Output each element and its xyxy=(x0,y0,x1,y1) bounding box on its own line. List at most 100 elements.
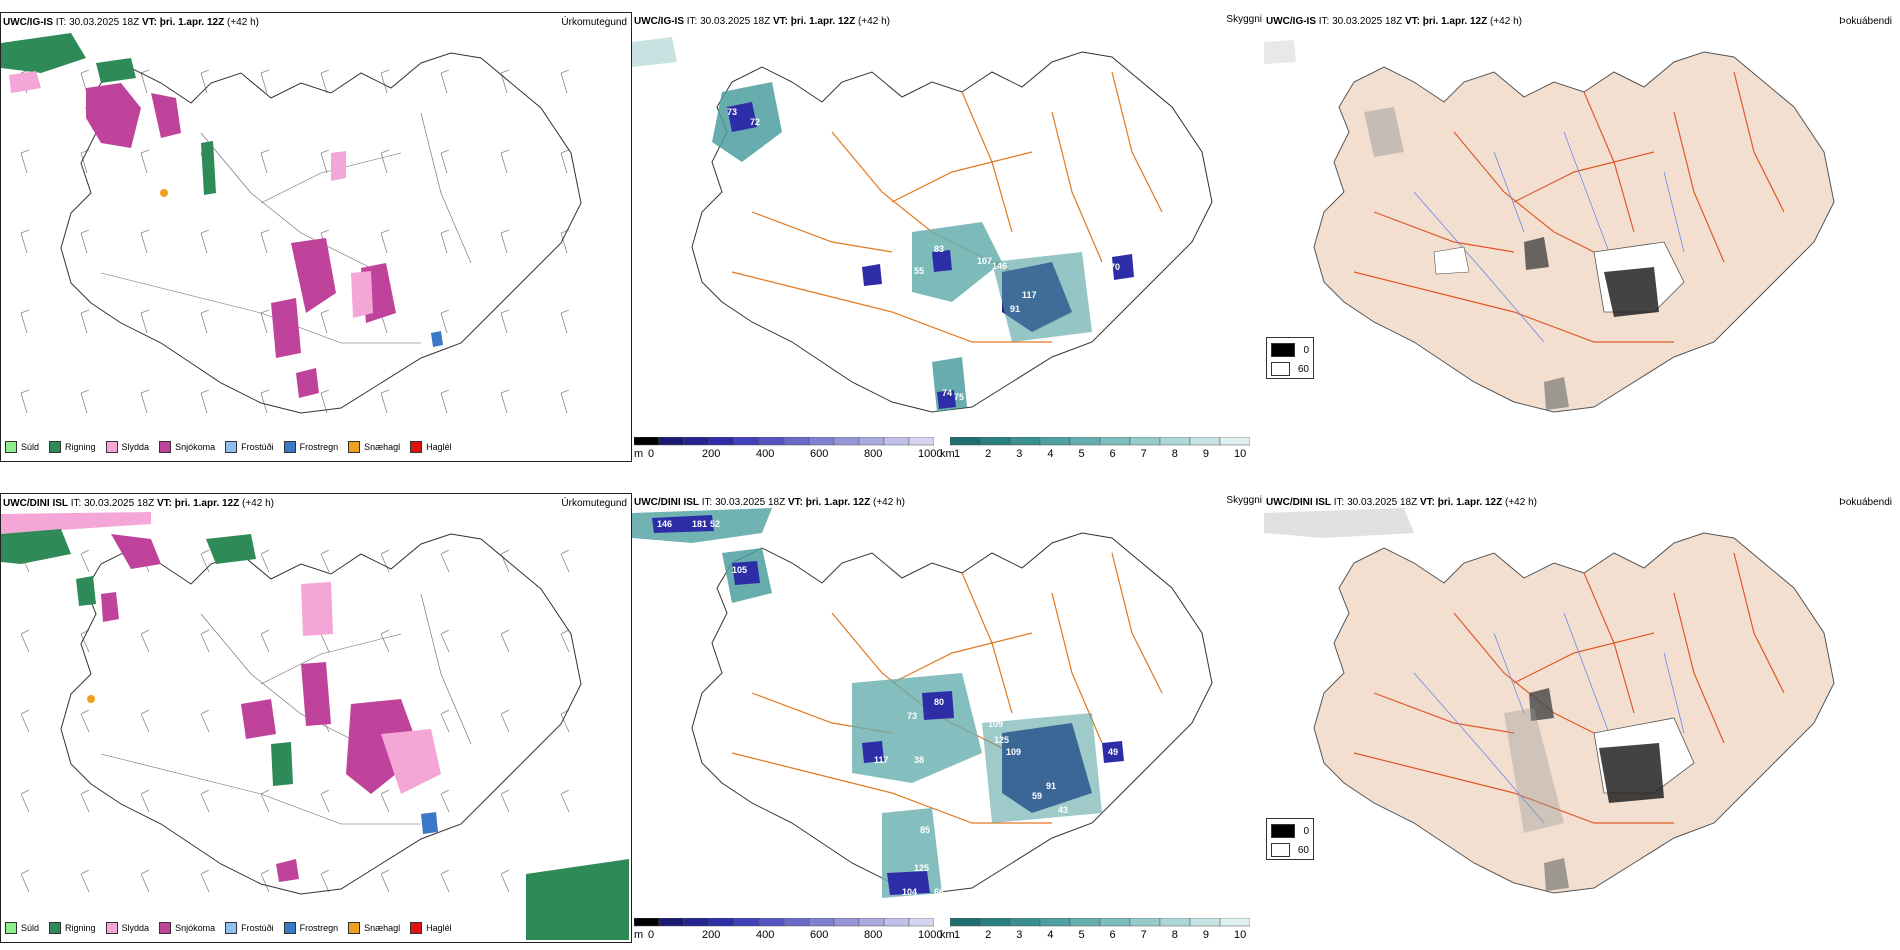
legend-swatch xyxy=(49,441,62,453)
legend-swatch xyxy=(5,441,17,453)
fog-scale: 0 60 xyxy=(1266,818,1314,860)
panel-title: Úrkomutegund xyxy=(561,498,627,509)
colorbar-tick: 4 xyxy=(1047,448,1054,460)
colorbar-cell xyxy=(733,918,760,927)
colorbar-tick: 6 xyxy=(1109,448,1116,460)
visibility-value-label: 146 xyxy=(992,261,1007,271)
panel-header: UWC/IG-IS IT: 30.03.2025 18Z VT: þri. 1.… xyxy=(634,16,890,27)
colorbar-cell xyxy=(1069,918,1101,927)
colorbar-cell xyxy=(733,437,760,446)
legend-label: Frostúði xyxy=(241,442,274,452)
legend-item: Súld xyxy=(5,441,39,453)
colorbar-cell xyxy=(1069,437,1101,446)
colorbar-tick: 1 xyxy=(954,929,961,941)
colorbar-tick: 0 xyxy=(648,448,655,460)
colorbar-tick: 6 xyxy=(1109,929,1116,941)
colorbar-tick: 10 xyxy=(1234,929,1247,941)
visibility-value-label: 91 xyxy=(1046,781,1056,791)
legend-item: Rigning xyxy=(49,922,96,934)
visibility-value-label: 146 xyxy=(657,519,672,529)
colorbar-tick: 400 xyxy=(756,448,775,460)
colorbar-cell xyxy=(950,437,981,446)
visibility-value-label: 80 xyxy=(934,697,944,707)
legend-label: Frostúði xyxy=(241,923,274,933)
fog-scale-swatch xyxy=(1271,843,1290,857)
colorbar-cell xyxy=(634,437,660,446)
legend-swatch xyxy=(410,922,423,934)
legend-swatch xyxy=(225,441,238,453)
visibility-value-label: 104 xyxy=(902,887,917,897)
visibility-value-label: 83 xyxy=(934,244,944,254)
fog-scale-label: 0 xyxy=(1303,825,1309,837)
legend-item: Snjókoma xyxy=(159,441,215,453)
colorbar-unit: m xyxy=(634,448,644,460)
colorbar-tick: 600 xyxy=(810,448,829,460)
visibility-value-label: 22 xyxy=(982,174,992,184)
panel-header: UWC/DINI ISL IT: 30.03.2025 18Z VT: þri.… xyxy=(634,497,905,508)
visibility-colorbar-ticks: km 1 2 3 4 5 6 7 8 9 10 xyxy=(940,448,1250,462)
colorbar-tick: 8 xyxy=(1171,929,1178,941)
colorbar-cell xyxy=(1159,918,1191,927)
visibility-value-label: 105 xyxy=(732,565,747,575)
colorbar-tick: 2 xyxy=(985,448,992,460)
fog-scale-item: 60 xyxy=(1271,843,1309,857)
iceland-land xyxy=(1313,51,1835,413)
colorbar-cell xyxy=(950,918,981,927)
panel-title: Þokuábendi xyxy=(1839,497,1892,508)
colorbar-cell xyxy=(808,918,835,927)
iceland-outline xyxy=(60,533,582,895)
colorbar-cell xyxy=(1219,437,1250,446)
colorbar-cell xyxy=(1189,918,1221,927)
legend-swatch xyxy=(225,922,238,934)
colorbar-cell xyxy=(1219,918,1250,927)
colorbar-cell xyxy=(908,437,934,446)
colorbar-cell xyxy=(758,918,785,927)
colorbar-cell xyxy=(1099,918,1131,927)
legend-item: Frostúði xyxy=(225,441,274,453)
legend-item: Frostregn xyxy=(283,922,339,934)
legend-label: Frostregn xyxy=(299,923,339,933)
colorbar-tick: 600 xyxy=(810,929,829,941)
colorbar-tick: 10 xyxy=(1234,448,1247,460)
colorbar-cell xyxy=(1009,918,1041,927)
colorbar-cell xyxy=(658,437,685,446)
colorbar-tick: 400 xyxy=(756,929,775,941)
fog-scale-item: 0 xyxy=(1271,824,1309,838)
colorbar-cell xyxy=(858,918,885,927)
panel-title: Skyggni xyxy=(1226,14,1262,25)
visibility-value-label: 125 xyxy=(914,863,929,873)
panel-header: UWC/IG-IS IT: 30.03.2025 18Z VT: þri. 1.… xyxy=(3,17,259,28)
visibility-colorbar xyxy=(950,918,1250,927)
legend-item: Haglél xyxy=(410,441,452,453)
legend-swatch xyxy=(5,922,17,934)
colorbar-tick: 3 xyxy=(1016,929,1023,941)
legend-label: Slydda xyxy=(121,442,150,452)
colorbar-unit: km xyxy=(940,929,955,941)
colorbar-tick: 2 xyxy=(985,929,992,941)
fog-index-panel-bottom: UWC/DINI ISL IT: 30.03.2025 18Z VT: þri.… xyxy=(1264,493,1900,943)
visibility-value-label: 55 xyxy=(914,266,924,276)
panel-title: Skyggni xyxy=(1226,495,1262,506)
visibility-value-label: 66 xyxy=(934,887,944,897)
colorbar-tick: 5 xyxy=(1078,929,1085,941)
colorbar-cell xyxy=(708,918,735,927)
legend-label: Slydda xyxy=(121,923,150,933)
fog-scale-item: 60 xyxy=(1271,362,1309,376)
visibility-value-label: 74 xyxy=(942,388,952,398)
colorbar-tick: 800 xyxy=(864,929,883,941)
legend-item: Frostúði xyxy=(225,922,274,934)
colorbar-tick: 7 xyxy=(1140,448,1147,460)
colorbar-tick: 200 xyxy=(702,448,721,460)
visibility-value-label: 109 xyxy=(988,719,1003,729)
visibility-value-label: 73 xyxy=(907,711,917,721)
colorbar-tick: 9 xyxy=(1202,448,1209,460)
visibility-value-label: 49 xyxy=(1108,747,1118,757)
colorbar-tick: 1000 xyxy=(918,448,943,460)
colorbar-tick: 8 xyxy=(1171,448,1178,460)
legend-swatch xyxy=(410,441,423,453)
colorbar-cell xyxy=(1189,437,1221,446)
legend-label: Snjókoma xyxy=(175,923,216,933)
legend-swatch xyxy=(159,441,172,453)
legend-swatch xyxy=(348,441,361,453)
